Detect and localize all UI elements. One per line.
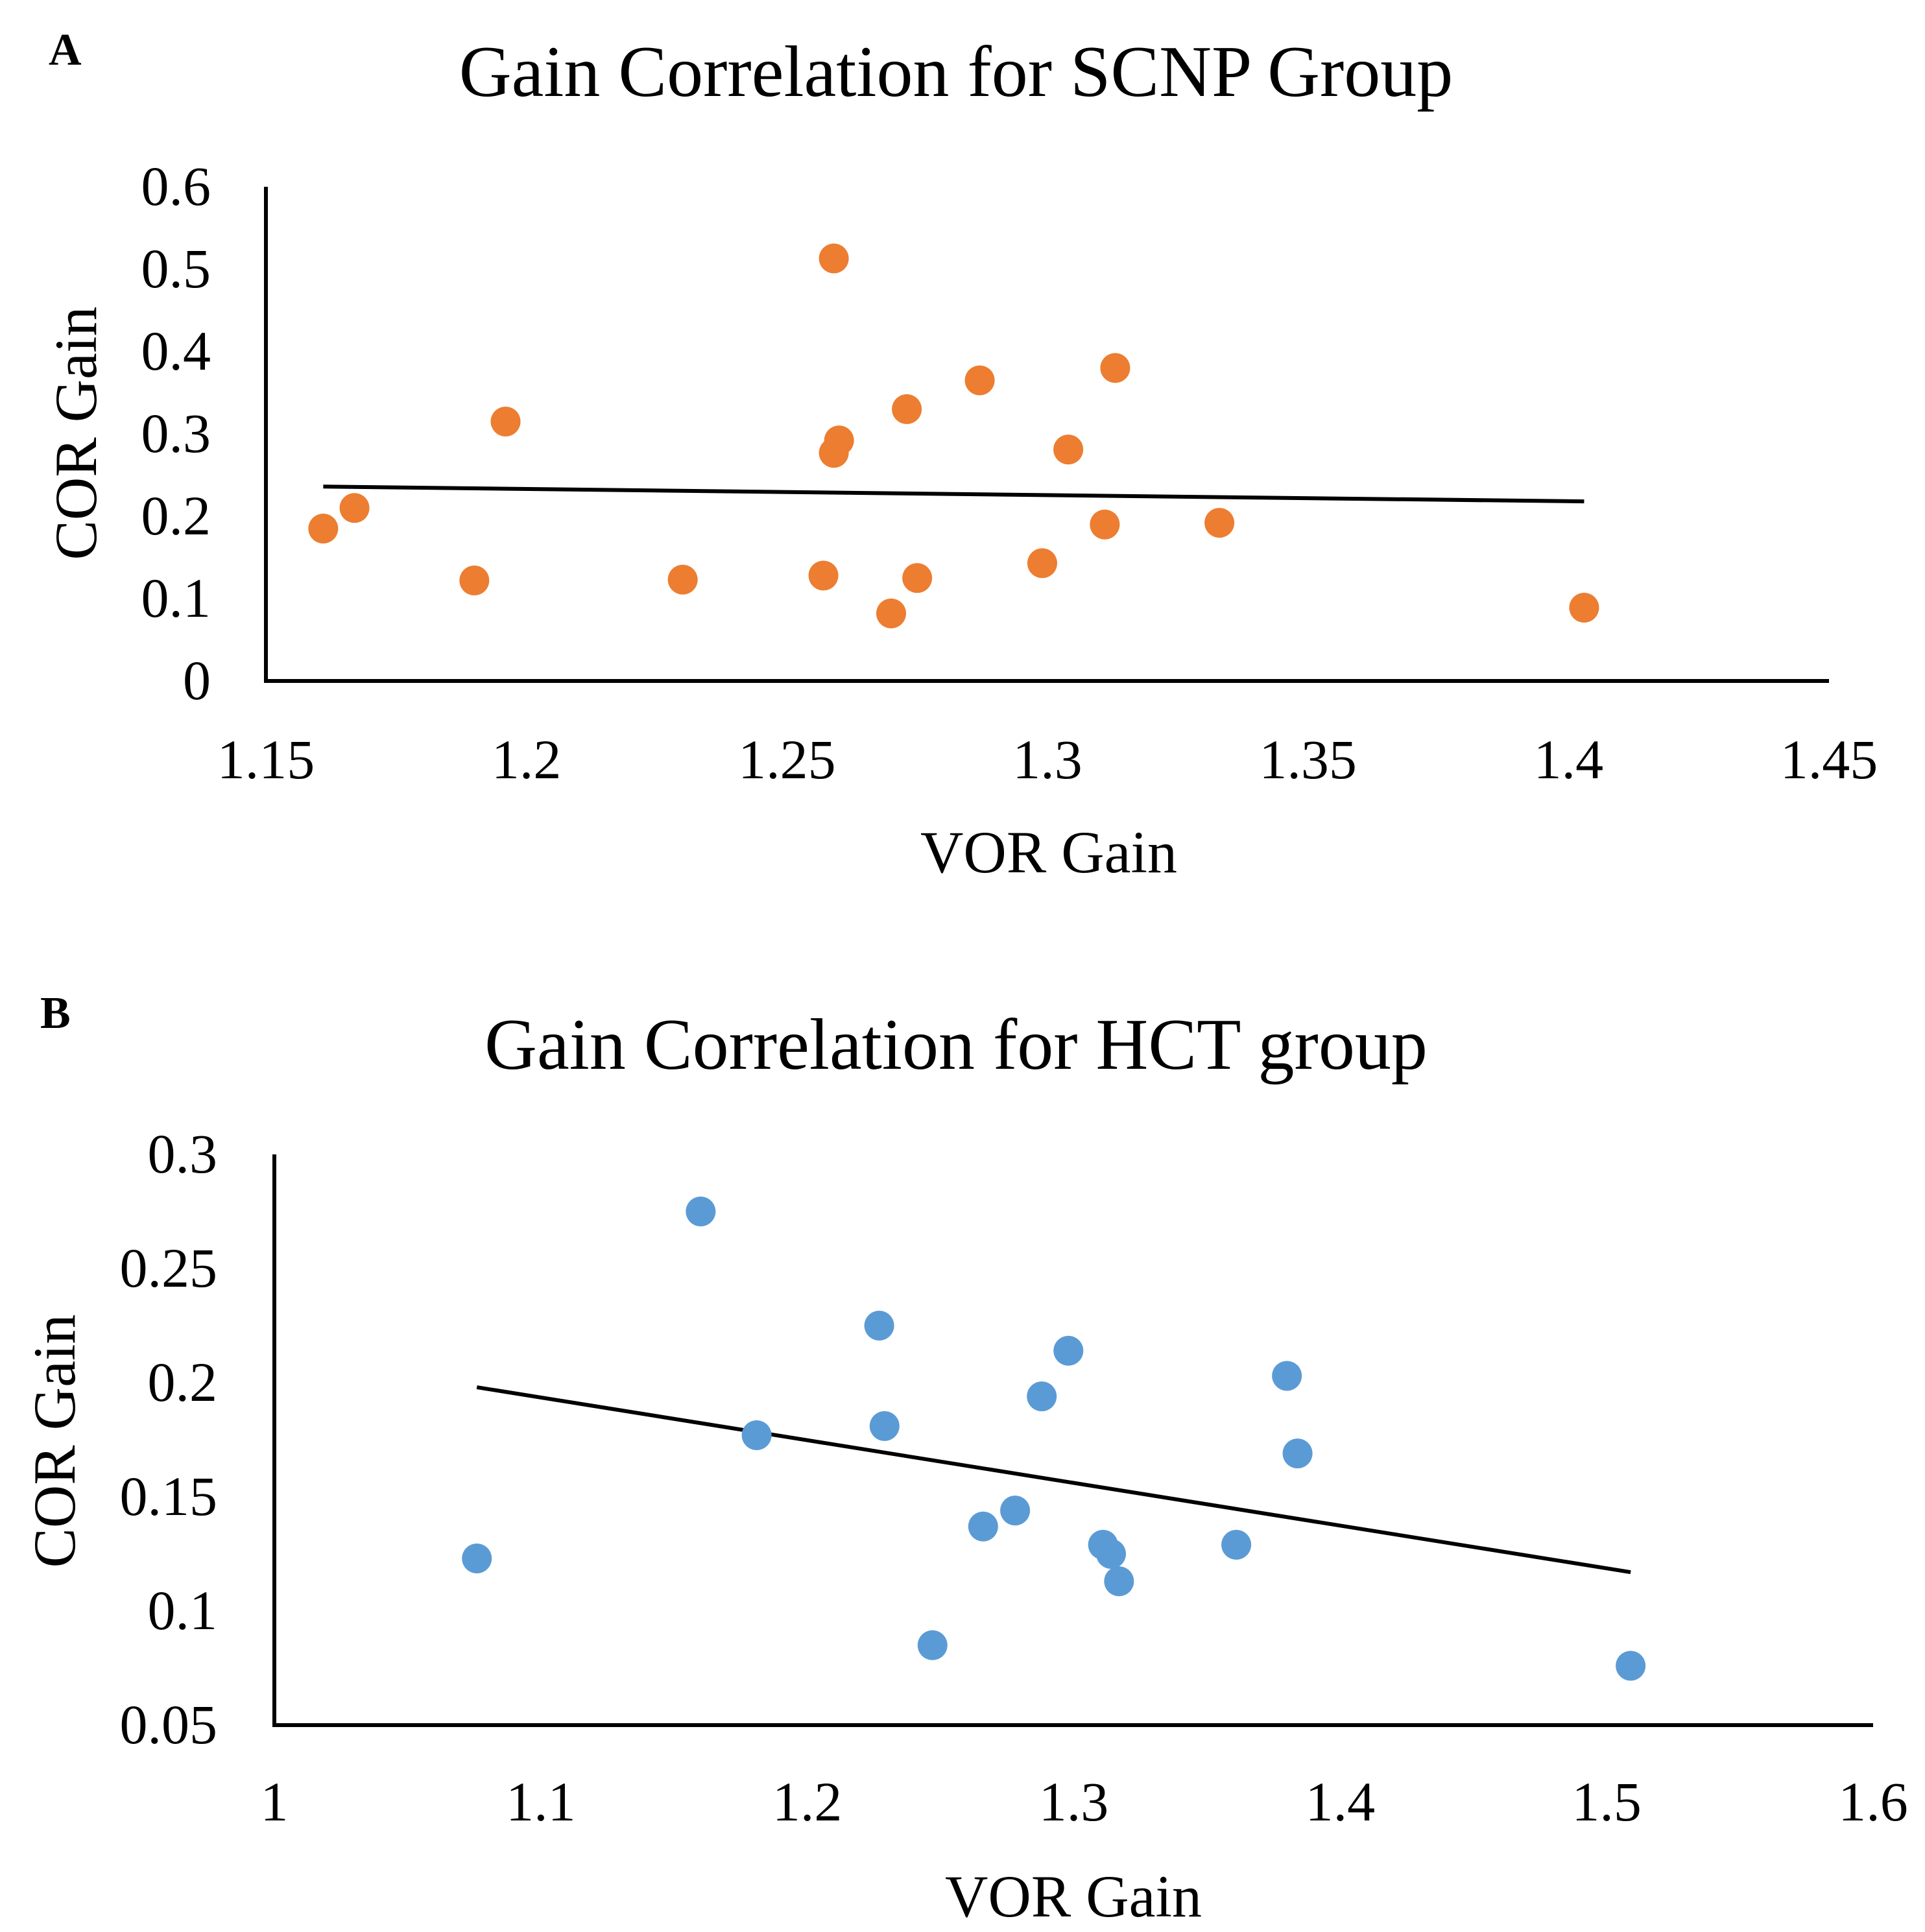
y-tick-label: 0.3	[148, 1123, 218, 1185]
data-points-b	[462, 1197, 1646, 1681]
data-point	[917, 1630, 948, 1660]
data-point	[1053, 1335, 1084, 1366]
chart-title-b: Gain Correlation for HCT group	[484, 1005, 1428, 1085]
data-point	[1027, 548, 1057, 578]
data-point	[864, 1311, 894, 1341]
data-point	[869, 1411, 900, 1441]
x-tick-label: 1.3	[1039, 1771, 1109, 1833]
data-point	[876, 598, 906, 628]
data-point	[462, 1544, 492, 1574]
x-tick-label: 1.35	[1259, 728, 1357, 791]
trendline-b	[476, 1385, 1631, 1575]
tick-labels-b: 1 1.1 1.2 1.3 1.4 1.5 1.6 0.05 0.1 0.15 0.2 0.25 0.3	[120, 1123, 1908, 1833]
data-point	[1221, 1529, 1252, 1560]
y-axis-label-b: COR Gain	[21, 1315, 88, 1568]
x-tick-label: 1.2	[492, 728, 562, 791]
data-point	[667, 564, 698, 595]
data-point	[892, 394, 922, 424]
data-point	[824, 425, 854, 456]
x-tick-label: 1.25	[738, 728, 836, 791]
data-point	[308, 514, 339, 544]
y-tick-label: 0.2	[148, 1351, 218, 1413]
x-tick-label: 1.4	[1534, 728, 1604, 791]
y-axis-label-a: COR Gain	[43, 307, 109, 560]
y-tick-label: 0.15	[120, 1465, 218, 1527]
data-point	[902, 563, 933, 593]
y-tick-label: 0.3	[141, 402, 211, 464]
y-tick-label: 0.05	[120, 1693, 218, 1756]
chart-panel-a: A Gain Correlation for SCNP Group VOR Ga…	[43, 25, 1878, 885]
y-tick-label: 0.6	[141, 155, 211, 217]
x-axis-label-a: VOR Gain	[920, 819, 1177, 885]
data-point	[1272, 1361, 1302, 1391]
trendline-a	[323, 484, 1584, 504]
data-point	[1090, 509, 1120, 540]
data-point	[808, 560, 839, 591]
y-tick-label: 0.1	[148, 1579, 218, 1641]
data-point	[741, 1420, 772, 1450]
data-point	[686, 1197, 716, 1226]
x-tick-label: 1.4	[1306, 1771, 1376, 1833]
chart-panel-b: B Gain Correlation for HCT group VOR Gai…	[21, 988, 1908, 1929]
y-tick-label: 0.4	[141, 320, 211, 382]
data-point	[1204, 508, 1235, 538]
data-points-a	[308, 243, 1599, 628]
y-tick-label: 0.2	[141, 484, 211, 547]
data-point	[490, 406, 521, 436]
trendline	[476, 1385, 1631, 1575]
panel-label-a: A	[49, 25, 82, 75]
x-axis-label-b: VOR Gain	[945, 1863, 1202, 1929]
x-tick-label: 1.1	[506, 1771, 576, 1833]
data-point	[1616, 1651, 1646, 1681]
data-point	[1053, 435, 1084, 465]
y-tick-label: 0	[183, 649, 211, 711]
y-tick-label: 0.5	[141, 237, 211, 300]
data-point	[459, 566, 490, 596]
trendline	[323, 484, 1584, 504]
x-tick-label: 1.15	[217, 728, 315, 791]
x-tick-label: 1.3	[1012, 728, 1082, 791]
data-point	[1282, 1438, 1313, 1469]
x-tick-label: 1.45	[1780, 728, 1878, 791]
panel-label-b: B	[40, 988, 71, 1038]
data-point	[339, 493, 370, 523]
data-point	[1569, 592, 1599, 623]
x-tick-label: 1.5	[1572, 1771, 1642, 1833]
data-point	[1096, 1539, 1127, 1569]
x-tick-label: 1	[261, 1771, 289, 1833]
y-tick-label: 0.1	[141, 567, 211, 629]
data-point	[1100, 353, 1130, 383]
chart-title-a: Gain Correlation for SCNP Group	[459, 32, 1453, 112]
data-point	[964, 365, 995, 396]
data-point	[819, 243, 849, 274]
y-tick-label: 0.25	[120, 1237, 218, 1299]
x-tick-label: 1.6	[1838, 1771, 1908, 1833]
data-point	[968, 1511, 998, 1542]
data-point	[1104, 1566, 1134, 1597]
data-point	[1027, 1381, 1057, 1412]
tick-labels-a: 1.15 1.2 1.25 1.3 1.35 1.4 1.45 0 0.1 0.2 0.3 0.4 0.…	[141, 155, 1878, 791]
data-point	[1000, 1496, 1031, 1526]
x-tick-label: 1.2	[772, 1771, 843, 1833]
